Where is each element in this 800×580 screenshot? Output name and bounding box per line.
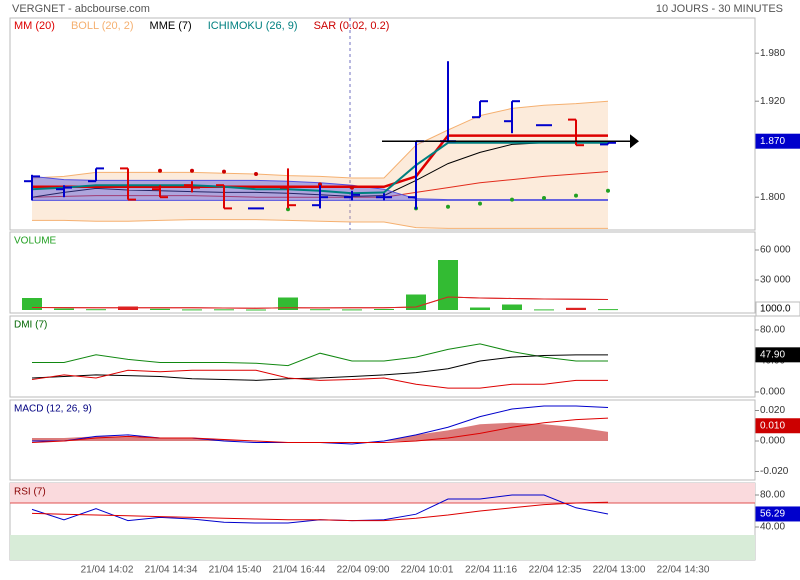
volume-bar: [246, 309, 266, 311]
volume-bar: [22, 298, 42, 310]
last-value-box: [755, 506, 800, 522]
sar-dot: [222, 169, 226, 174]
x-tick-label: 22/04 10:01: [401, 565, 454, 576]
indicator-line: [31, 354, 608, 381]
volume-average: [31, 296, 609, 309]
y-tick-label: 60 000: [760, 245, 791, 256]
last-value-box: [755, 347, 800, 363]
volume-bar: [150, 308, 170, 310]
last-value-label: 1.870: [760, 136, 785, 147]
oversold-zone: [10, 535, 755, 560]
last-value-box: [755, 301, 800, 317]
y-tick-label: 0.000: [760, 387, 785, 398]
x-tick-label: 22/04 12:35: [529, 565, 582, 576]
y-tick-label: 30 000: [760, 275, 791, 286]
y-tick-label: 1.920: [760, 96, 785, 107]
panel-frame: [9, 17, 756, 231]
histogram-area: [32, 422, 608, 441]
volume-bar: [214, 309, 234, 311]
panel-frame: [9, 315, 756, 398]
legend-entry: ICHIMOKU (26, 9): [208, 20, 298, 32]
volume-bar: [598, 309, 618, 311]
y-tick-label: 1.800: [760, 192, 785, 203]
y-tick-label: 0.000: [760, 436, 785, 447]
bollinger-fill: [32, 101, 608, 229]
volume-bar: [374, 309, 394, 310]
y-tick-label: -0.020: [760, 466, 789, 477]
volume-bar: [470, 307, 490, 310]
x-tick-label: 22/04 13:00: [593, 565, 646, 576]
last-value-label: 56.29: [760, 509, 785, 520]
volume-bar: [566, 307, 586, 310]
volume-bar: [342, 309, 362, 311]
legend-entry: SAR (0.02, 0.2): [314, 20, 390, 32]
panel-title: RSI (7): [14, 487, 46, 498]
x-tick-label: 21/04 15:40: [209, 565, 262, 576]
panel-frame: [9, 231, 756, 314]
indicator-line: [31, 369, 608, 389]
x-tick-label: 21/04 14:34: [145, 565, 198, 576]
header-period: 10 JOURS - 30 MINUTES: [656, 3, 783, 15]
legend-entry: MM (20): [14, 20, 55, 32]
sar-dot: [190, 168, 194, 173]
y-tick-label: 1.980: [760, 48, 785, 59]
volume-bar: [118, 306, 138, 310]
x-tick-label: 22/04 14:30: [657, 565, 710, 576]
volume-bar: [310, 309, 330, 311]
y-tick-label: 0.020: [760, 405, 785, 416]
last-value-box: [755, 133, 800, 149]
last-value-label: 1000.0: [760, 304, 791, 315]
volume-bar: [182, 309, 202, 311]
panel-title: VOLUME: [14, 236, 57, 247]
sar-dot: [510, 197, 514, 202]
last-price-arrow: [630, 134, 639, 149]
sar-dot: [158, 168, 162, 173]
volume-bar: [502, 304, 522, 310]
x-tick-label: 22/04 11:16: [465, 565, 518, 576]
sar-dot: [350, 185, 354, 190]
volume-bar: [54, 308, 74, 310]
sar-dot: [574, 193, 578, 198]
y-tick-label: 80.00: [760, 325, 785, 336]
x-tick-label: 21/04 16:44: [273, 565, 326, 576]
overbought-zone: [10, 483, 755, 503]
sar-dot: [606, 188, 610, 193]
x-tick-label: 21/04 14:02: [81, 565, 134, 576]
last-value-label: 47.90: [760, 349, 785, 360]
panel-title: DMI (7): [14, 320, 47, 331]
volume-bar: [86, 309, 106, 311]
panel-title: MACD (12, 26, 9): [14, 404, 92, 415]
last-value-label: 0.010: [760, 420, 785, 431]
volume-bar: [278, 297, 298, 310]
header-title: VERGNET - abcbourse.com: [12, 3, 150, 15]
volume-bar: [438, 260, 458, 310]
sar-dot: [478, 201, 482, 206]
volume-bar: [534, 309, 554, 311]
sar-dot: [542, 196, 546, 200]
indicator-line: [31, 417, 609, 444]
last-value-box: [755, 418, 800, 434]
y-tick-label: 40.00: [760, 522, 785, 533]
legend-entry: MME (7): [150, 20, 192, 32]
sar-dot: [446, 204, 450, 209]
volume-bar: [406, 294, 426, 310]
indicator-line: [31, 501, 609, 522]
sar-dot: [254, 172, 258, 176]
bollinger-lower: [32, 219, 608, 229]
x-tick-label: 22/04 09:00: [337, 565, 390, 576]
legend-entry: BOLL (20, 2): [71, 20, 134, 32]
indicator-line: [32, 343, 608, 367]
y-tick-label: 80.00: [760, 490, 785, 501]
